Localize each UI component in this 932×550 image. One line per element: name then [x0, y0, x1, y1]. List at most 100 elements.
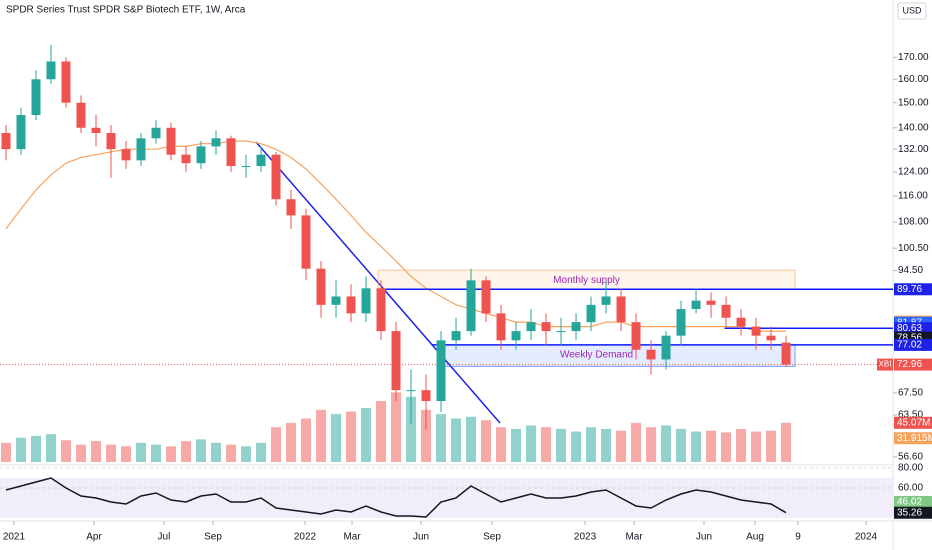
- candle-body: [346, 296, 356, 314]
- volume-bar: [106, 444, 117, 462]
- candle-body: [166, 127, 176, 155]
- zone-label: Monthly supply: [553, 275, 620, 286]
- volume-bar: [676, 428, 687, 462]
- x-tick-label: Sep: [204, 532, 222, 543]
- x-tick-label: 2023: [574, 532, 597, 543]
- candle-body: [571, 322, 581, 332]
- y-tick-label: 100.50: [898, 243, 929, 254]
- volume-bar: [751, 431, 762, 462]
- volume-bar: [31, 435, 42, 462]
- volume-bar: [241, 446, 252, 462]
- candle-body: [496, 313, 506, 341]
- x-tick-label: 2021: [3, 532, 26, 543]
- volume-bar: [91, 441, 102, 462]
- y-tick-label: 116.00: [898, 191, 928, 202]
- candle-body: [676, 309, 686, 336]
- candle-body: [211, 138, 221, 147]
- currency[interactable]: USD: [902, 5, 922, 15]
- candle-body: [451, 331, 461, 341]
- candle-body: [406, 390, 416, 392]
- rsi-tick-label: 60.00: [898, 483, 923, 494]
- rsi-tag: 46.02: [897, 497, 922, 508]
- currency-box[interactable]: [897, 2, 927, 20]
- volume-bar: [511, 428, 522, 462]
- candle-body: [661, 335, 671, 360]
- price-tag: 77.02: [897, 340, 922, 351]
- candle-body: [586, 304, 596, 323]
- price-tag: 72.96: [897, 359, 922, 370]
- y-tick-label: 108.00: [898, 217, 929, 228]
- candle-body: [31, 79, 41, 116]
- volume-bar: [631, 422, 642, 462]
- y-tick-label: 94.50: [898, 265, 923, 276]
- candle-body: [61, 61, 71, 103]
- candle-body: [226, 138, 236, 167]
- volume-bar: [376, 401, 387, 462]
- x-tick-label: Jun: [413, 532, 429, 543]
- x-tick-label: 9: [795, 532, 801, 543]
- volume-bar: [556, 428, 567, 462]
- volume-bar: [466, 416, 477, 462]
- y-tick-label: 150.00: [898, 97, 929, 108]
- y-tick-label: 160.00: [898, 74, 929, 85]
- y-tick-label: 132.00: [898, 144, 929, 155]
- volume-bar: [61, 440, 72, 462]
- candle-body: [421, 390, 431, 402]
- price-tag: 78.56: [897, 332, 922, 343]
- x-tick-label: 2022: [294, 532, 317, 543]
- volume-bar: [721, 432, 732, 462]
- x-tick-label: Apr: [86, 532, 102, 543]
- volume-tag-bg: [894, 416, 932, 429]
- volume-bar: [481, 420, 492, 462]
- candle-body: [481, 280, 491, 314]
- candle-body: [241, 166, 251, 168]
- volume-bar: [16, 437, 27, 462]
- candle-body: [466, 280, 476, 332]
- candle-body: [751, 326, 761, 336]
- volume-bar: [301, 418, 312, 462]
- candle-body: [766, 335, 776, 341]
- candle-body: [316, 268, 326, 305]
- x-tick-label: Mar: [343, 532, 361, 543]
- zone-label: Weekly Demand: [560, 350, 633, 361]
- volume-bar: [421, 409, 432, 462]
- volume-bar: [211, 442, 222, 462]
- candle-body: [436, 340, 446, 402]
- candle-body: [331, 296, 341, 305]
- candle-body: [601, 296, 611, 305]
- candle-body: [376, 288, 386, 332]
- y-tick-label: 170.00: [898, 52, 929, 63]
- volume-bar: [586, 427, 597, 462]
- volume-bar: [406, 396, 417, 462]
- volume-bar: [706, 430, 717, 462]
- volume-bar: [181, 441, 192, 462]
- candle-body: [106, 133, 116, 150]
- volume-bar: [661, 425, 672, 462]
- rsi-tag-bg: [894, 495, 932, 508]
- volume-tag: 31.915M: [897, 433, 932, 444]
- y-tick-label: 56.60: [898, 451, 923, 462]
- volume-bar: [271, 427, 282, 462]
- candle-body: [301, 215, 311, 269]
- volume-bar: [571, 431, 582, 462]
- rsi-band: [0, 478, 893, 518]
- price-tag-bg: [894, 322, 932, 335]
- chart-title: SPDR Series Trust SPDR S&P Biotech ETF, …: [6, 5, 246, 16]
- y-tick-label: 67.50: [898, 387, 923, 398]
- x-tick-label: Mar: [625, 532, 643, 543]
- rsi-tag: 35.26: [897, 507, 922, 518]
- volume-tag-bg: [894, 432, 932, 445]
- volume-bar: [46, 434, 57, 462]
- y-tick-label: 124.00: [898, 167, 929, 178]
- x-tick-label: Sep: [483, 532, 501, 543]
- symbol-tag: XBI: [879, 360, 892, 369]
- candle-body: [286, 199, 296, 216]
- price-tag: 80.63: [897, 323, 922, 334]
- rsi-tag-bg: [894, 506, 932, 519]
- volume-bar: [76, 444, 87, 462]
- volume-bar: [766, 430, 777, 462]
- candle-body: [526, 322, 536, 332]
- volume-bar: [646, 427, 657, 462]
- volume-bar: [541, 427, 552, 462]
